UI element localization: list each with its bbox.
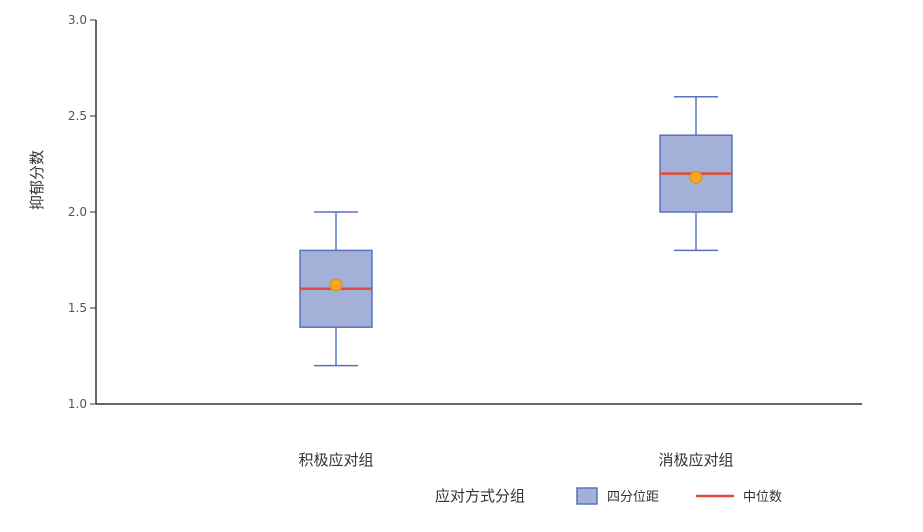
y-tick-label: 2.0 — [68, 205, 87, 219]
legend: 四分位距 中位数 — [576, 487, 782, 505]
legend-label: 四分位距 — [607, 490, 659, 505]
boxes — [299, 96, 733, 367]
box-1 — [299, 211, 373, 367]
y-tick-label: 1.0 — [68, 397, 87, 411]
legend-swatch-iqr — [576, 487, 598, 505]
y-tick-label: 1.5 — [68, 301, 87, 315]
legend-label: 中位数 — [743, 490, 782, 505]
mean-marker — [329, 278, 343, 292]
x-category-label: 积极应对组 — [298, 451, 373, 469]
x-category-label: 消极应对组 — [658, 451, 733, 469]
mean-marker — [689, 170, 703, 184]
y-tick-label: 2.5 — [68, 109, 87, 123]
y-axis-title: 抑郁分数 — [28, 150, 46, 210]
x-axis-title: 应对方式分组 — [435, 487, 525, 505]
y-tick-label: 3.0 — [68, 13, 87, 27]
box-2 — [659, 96, 733, 252]
y-axis: 1.0 1.5 2.0 2.5 3.0 — [68, 13, 97, 411]
x-axis: 积极应对组 消极应对组 — [96, 403, 862, 469]
